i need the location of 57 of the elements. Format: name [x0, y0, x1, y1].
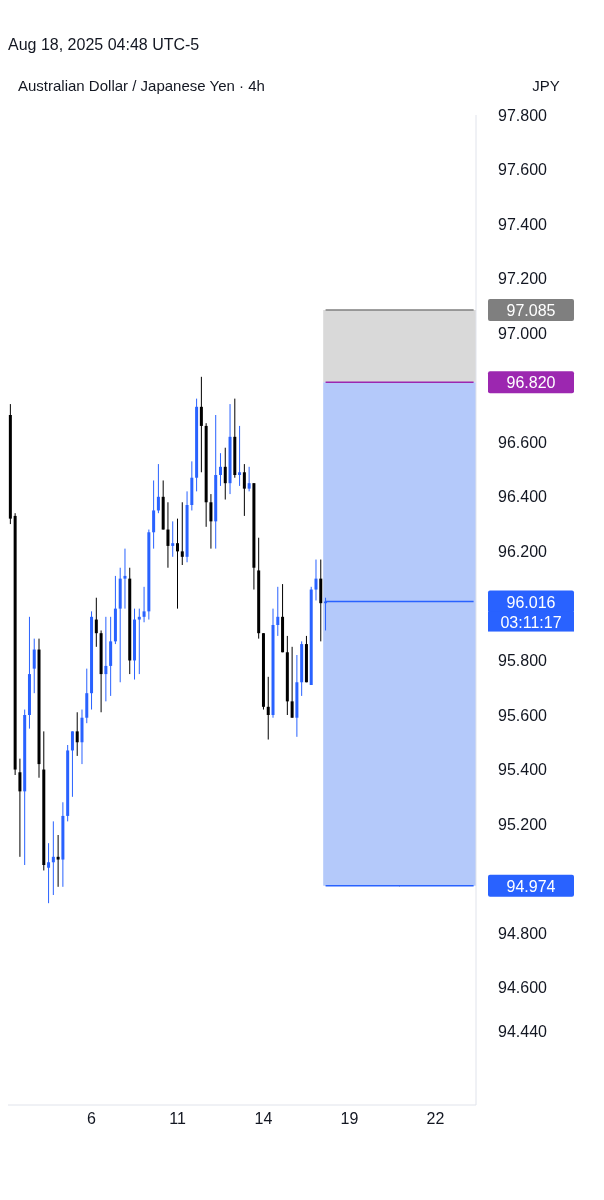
candlestick: [18, 758, 22, 858]
candlestick: [70, 730, 74, 798]
x-tick-label: 11: [169, 1110, 186, 1128]
y-tick-label: 94.600: [498, 979, 548, 997]
candlestick: [156, 463, 160, 514]
candlestick: [218, 452, 222, 487]
y-tick-label: 97.800: [498, 106, 548, 124]
candlestick: [51, 820, 55, 896]
y-tick-label: 94.800: [498, 924, 548, 942]
candlestick: [137, 608, 141, 675]
y-axis-title: JPY: [531, 76, 561, 94]
candlestick: [104, 616, 108, 702]
candlestick: [180, 501, 184, 566]
candlestick: [171, 520, 175, 558]
ref-line-label: 96.016: [506, 593, 556, 611]
y-tick-label: 95.200: [498, 815, 548, 833]
y-tick-label: 96.200: [498, 543, 548, 561]
candlestick: [247, 466, 251, 492]
x-tick-label: 6: [87, 1110, 97, 1128]
candlestick: [56, 834, 60, 888]
ref-line-label: 97.085: [506, 302, 556, 319]
candlestick: [94, 597, 98, 648]
y-tick-label: 97.400: [498, 215, 548, 233]
y-tick-label: 94.440: [498, 1023, 548, 1041]
candlestick: [314, 559, 318, 601]
y-tick-label: 95.400: [498, 761, 548, 779]
candlestick: [75, 711, 79, 757]
y-tick-label: 95.800: [498, 652, 548, 670]
candlestick: [199, 376, 203, 473]
candlestick: [266, 676, 270, 741]
y-tick-label: 97.200: [498, 270, 548, 288]
candlestick: [176, 518, 179, 610]
candlestick: [32, 638, 36, 694]
ref-line-label: 96.820: [506, 374, 556, 392]
candlestick: [238, 425, 242, 487]
candlestick: [142, 586, 146, 623]
candlestick: [209, 493, 213, 550]
candlestick: [290, 646, 294, 719]
candlestick: [47, 842, 51, 904]
y-tick-label: 96.400: [498, 488, 548, 506]
x-tick-label: 19: [340, 1110, 359, 1128]
y-tick-label: 97.000: [498, 324, 548, 342]
candlestick: [166, 501, 170, 569]
x-tick-label: 14: [254, 1110, 273, 1128]
text: 03:11:17: [500, 613, 562, 631]
y-tick-label: 95.600: [498, 706, 548, 724]
candlestick: [223, 447, 227, 501]
candlestick: [242, 463, 246, 517]
chart-title: Australian Dollar / Japanese Yen · 4h: [17, 76, 265, 94]
y-tick-label: 97.600: [498, 161, 548, 179]
x-tick-label: 22: [426, 1110, 445, 1128]
candlestick: [123, 548, 127, 610]
candlestick: [152, 479, 156, 550]
chart-subtitle: Aug 18, 2025 04:48 UTC-5: [8, 35, 201, 55]
y-tick-label: 96.600: [498, 433, 548, 451]
candlestick: [276, 586, 280, 637]
ref-line-label: 94.974: [506, 877, 556, 895]
